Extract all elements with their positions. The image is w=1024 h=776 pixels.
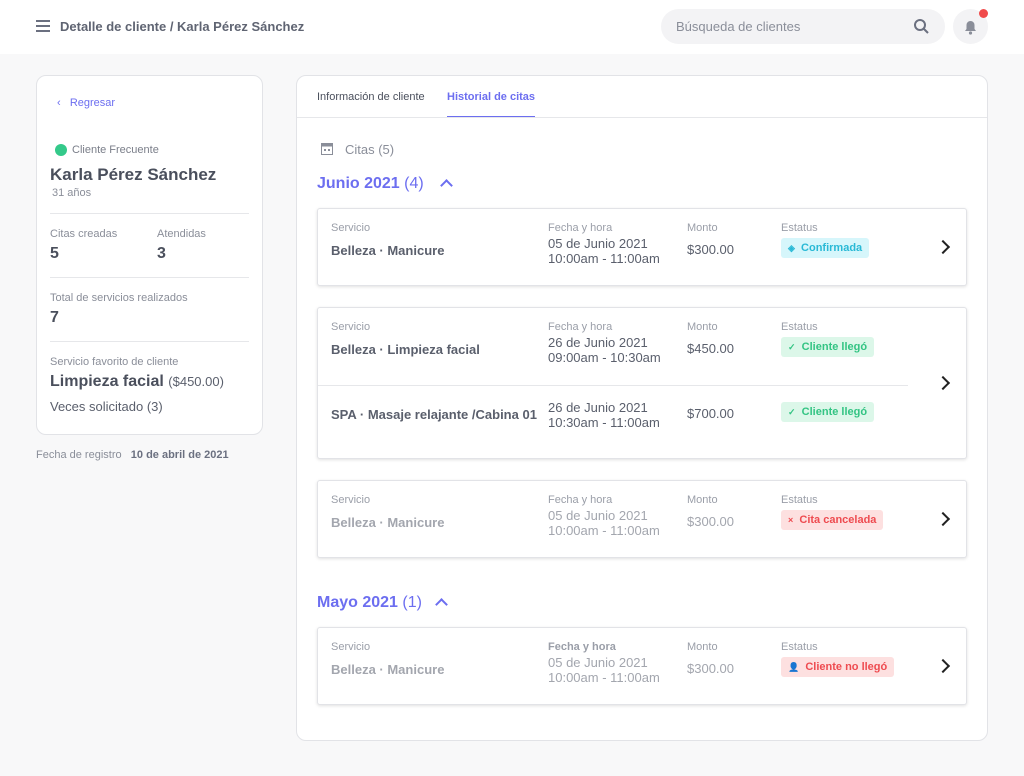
divider <box>50 213 249 214</box>
search-input[interactable] <box>661 9 945 44</box>
appointment-date: 05 de Junio 2021 <box>548 655 648 670</box>
amount-label: Monto <box>687 494 718 506</box>
service-label: Servicio <box>331 494 371 506</box>
amount: $300.00 <box>687 242 734 257</box>
divider <box>50 341 249 342</box>
fav-label: Servicio favorito de cliente <box>50 356 179 368</box>
notification-badge <box>979 9 988 18</box>
status-badge: ✓ Cliente llegó <box>781 402 875 422</box>
client-tag: Cliente Frecuente <box>72 144 159 156</box>
service-label: Servicio <box>331 321 371 333</box>
status-icon: ✓ <box>788 407 796 417</box>
appointment-date: 26 de Junio 2021 <box>548 400 648 415</box>
month-header[interactable]: Junio 2021 (4) <box>317 175 424 192</box>
status-badge: 👤 Cliente no llegó <box>781 657 895 677</box>
amount-label: Monto <box>687 321 718 333</box>
chevron-right-icon[interactable] <box>935 375 951 391</box>
service-name: Belleza · Manicure <box>331 243 445 258</box>
date-label: Fecha y hora <box>548 641 616 653</box>
appointment-time: 10:00am - 11:00am <box>548 251 660 266</box>
appointment-card[interactable]: Servicio Fecha y hora Monto Estatus Belle… <box>317 480 967 558</box>
search-icon[interactable] <box>913 18 930 35</box>
tab-appointment-history[interactable]: Historial de citas <box>447 91 536 118</box>
bell-icon <box>965 21 976 35</box>
status-icon: 👤 <box>788 662 800 672</box>
status-icon: ◈ <box>788 243 795 253</box>
amount: $300.00 <box>687 514 734 529</box>
date-label: Fecha y hora <box>548 494 613 506</box>
status-icon: × <box>788 515 794 525</box>
status-dot-icon <box>55 144 67 156</box>
amount: $450.00 <box>687 341 734 356</box>
appointments-count: Citas (5) <box>345 142 395 157</box>
divider <box>50 277 249 278</box>
amount-label: Monto <box>687 222 718 234</box>
status-badge: × Cita cancelada <box>781 510 884 530</box>
created-count: 5 <box>50 245 59 262</box>
tabs-divider <box>297 117 987 118</box>
tab-client-info[interactable]: Información de cliente <box>317 91 425 103</box>
appointment-time: 10:00am - 11:00am <box>548 523 660 538</box>
appointment-card[interactable]: Servicio Fecha y hora Monto Estatus Belle… <box>317 208 967 286</box>
attended-label: Atendidas <box>157 228 206 240</box>
status-badge: ✓ Cliente llegó <box>781 337 875 357</box>
total-label: Total de servicios realizados <box>50 292 188 304</box>
appointment-date: 26 de Junio 2021 <box>548 335 648 350</box>
total-count: 7 <box>50 309 59 326</box>
status-label: Estatus <box>781 222 818 234</box>
service-name: SPA · Masaje relajante /Cabina 01 <box>331 407 537 422</box>
calendar-icon <box>321 143 333 155</box>
status-label: Estatus <box>781 641 818 653</box>
service-label: Servicio <box>331 222 371 234</box>
registration-date: Fecha de registro 10 de abril de 2021 <box>36 449 229 461</box>
service-name: Belleza · Manicure <box>331 515 445 530</box>
attended-count: 3 <box>157 245 166 262</box>
chevron-left-icon: ‹ <box>57 97 70 109</box>
chevron-right-icon[interactable] <box>935 511 951 527</box>
client-name: Karla Pérez Sánchez <box>50 165 217 184</box>
page-title: Detalle de cliente / Karla Pérez Sánchez <box>60 19 305 34</box>
amount: $700.00 <box>687 406 734 421</box>
appointment-card[interactable]: Servicio Fecha y hora Monto Estatus Belle… <box>317 307 967 459</box>
times-requested: Veces solicitado (3) <box>50 399 163 414</box>
status-label: Estatus <box>781 494 818 506</box>
service-name: Belleza · Limpieza facial <box>331 342 480 357</box>
appointment-date: 05 de Junio 2021 <box>548 508 648 523</box>
chevron-right-icon[interactable] <box>935 658 951 674</box>
client-card: ‹ Regresar Cliente Frecuente Karla Pérez… <box>36 75 263 435</box>
month-header[interactable]: Mayo 2021 (1) <box>317 594 422 611</box>
appointment-time: 09:00am - 10:30am <box>548 350 661 365</box>
divider <box>318 385 908 386</box>
amount: $300.00 <box>687 661 734 676</box>
appointment-time: 10:30am - 11:00am <box>548 415 660 430</box>
appointment-time: 10:00am - 11:00am <box>548 670 660 685</box>
status-icon: ✓ <box>788 342 796 352</box>
hamburger-icon[interactable] <box>36 20 50 32</box>
date-label: Fecha y hora <box>548 222 613 234</box>
service-name: Belleza · Manicure <box>331 662 445 677</box>
appointment-card[interactable]: Servicio Fecha y hora Monto Estatus Belle… <box>317 627 967 705</box>
client-age: 31 años <box>52 187 92 199</box>
status-badge: ◈ Confirmada <box>781 238 870 258</box>
chevron-right-icon[interactable] <box>935 239 951 255</box>
service-label: Servicio <box>331 641 371 653</box>
back-link[interactable]: ‹ Regresar <box>57 97 116 109</box>
appointment-date: 05 de Junio 2021 <box>548 236 648 251</box>
date-label: Fecha y hora <box>548 321 613 333</box>
created-label: Citas creadas <box>50 228 118 240</box>
amount-label: Monto <box>687 641 718 653</box>
status-label: Estatus <box>781 321 818 333</box>
fav-service: Limpieza facial ($450.00) <box>50 373 224 390</box>
